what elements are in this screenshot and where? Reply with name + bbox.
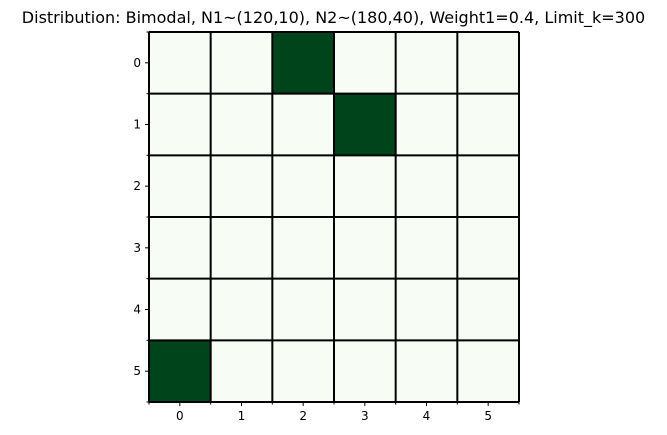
heatmap-cell-r3-c3	[334, 217, 396, 279]
heatmap-cell-r1-c2	[272, 93, 334, 156]
heatmap-cell-r5-c2	[272, 340, 334, 402]
heatmap-cell-r0-c2	[272, 32, 334, 94]
heatmap-cell-r1-c1	[210, 93, 273, 156]
heatmap-cell-r5-c5	[457, 340, 519, 402]
heatmap-cell-r3-c5	[457, 217, 519, 279]
heatmap-cell-r2-c0	[149, 155, 211, 217]
heatmap-cell-r5-c4	[395, 340, 458, 402]
heatmap-cell-r0-c0	[149, 32, 211, 94]
heatmap-cell-r1-c4	[395, 93, 458, 156]
heatmap-cell-r4-c2	[272, 278, 334, 341]
heatmap-cell-r4-c3	[334, 278, 396, 341]
x-tick-label-4: 4	[423, 409, 431, 423]
heatmap-cell-r0-c1	[210, 32, 273, 94]
heatmap-cell-r5-c3	[334, 340, 396, 402]
x-tick-label-0: 0	[176, 409, 184, 423]
heatmap-cell-r0-c4	[395, 32, 458, 94]
heatmap-cell-r2-c2	[272, 155, 334, 217]
heatmap-cell-r4-c5	[457, 278, 519, 341]
heatmap-cell-r3-c4	[395, 217, 458, 279]
heatmap-cell-r3-c0	[149, 217, 211, 279]
y-tick-label-1: 1	[133, 118, 141, 132]
heatmap-cell-r4-c1	[210, 278, 273, 341]
heatmap-cell-r0-c5	[457, 32, 519, 94]
heatmap-cell-r2-c4	[395, 155, 458, 217]
heatmap-cell-r2-c3	[334, 155, 396, 217]
y-tick-label-2: 2	[133, 179, 141, 193]
heatmap-cell-r5-c1	[210, 340, 273, 402]
heatmap-cell-r4-c0	[149, 278, 211, 341]
x-tick-label-1: 1	[238, 409, 246, 423]
x-axis: 0 1 2 3 4 5	[148, 402, 520, 423]
heatmap-cell-r0-c3	[334, 32, 396, 94]
x-tick-label-2: 2	[299, 409, 307, 423]
heatmap-cell-r1-c0	[149, 93, 211, 156]
heatmap-cell-r3-c1	[210, 217, 273, 279]
heatmap-cell-r1-c3	[334, 93, 396, 156]
y-tick-label-4: 4	[133, 303, 141, 317]
heatmap-cell-r1-c5	[457, 93, 519, 156]
heatmap-cell-r5-c0	[149, 340, 211, 402]
heatmap-cell-r4-c4	[395, 278, 458, 341]
y-tick-label-5: 5	[133, 364, 141, 378]
x-tick-label-3: 3	[361, 409, 369, 423]
y-axis: 0 1 2 3 4 5	[133, 31, 149, 403]
chart-title: Distribution: Bimodal, N1~(120,10), N2~(…	[22, 8, 645, 28]
heatmap-cell-r2-c5	[457, 155, 519, 217]
y-tick-label-3: 3	[133, 241, 141, 255]
y-tick-label-0: 0	[133, 56, 141, 70]
heatmap-cell-r3-c2	[272, 217, 334, 279]
x-tick-label-5: 5	[484, 409, 492, 423]
heatmap-cells	[149, 32, 519, 402]
heatmap-cell-r2-c1	[210, 155, 273, 217]
